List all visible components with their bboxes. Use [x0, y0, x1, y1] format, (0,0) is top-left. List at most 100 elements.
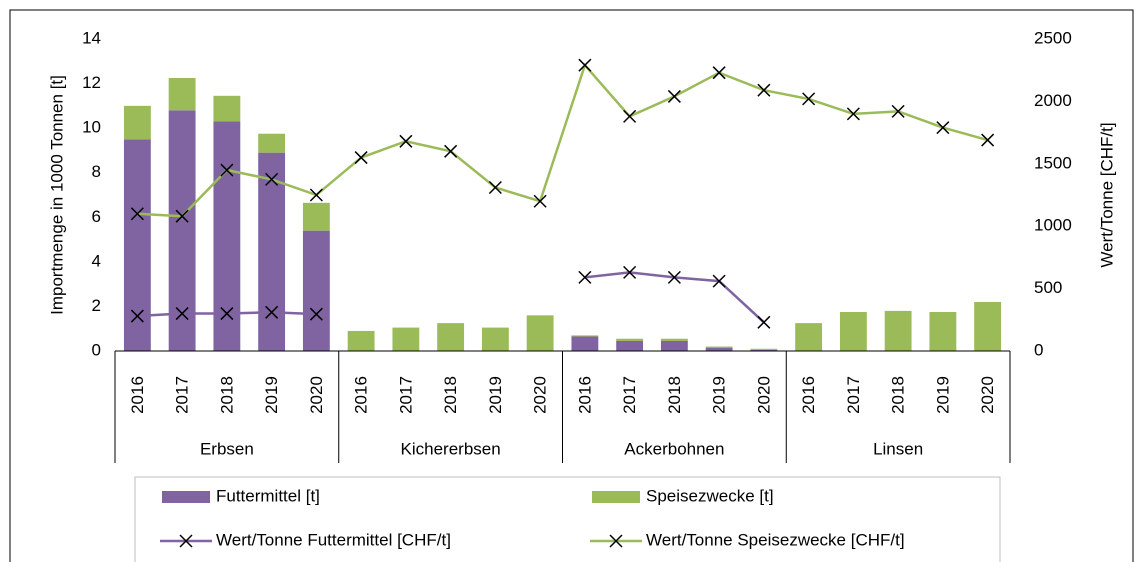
marker [265, 172, 279, 186]
bar [795, 323, 823, 351]
y-tick-label: 10 [82, 118, 101, 137]
bar [392, 327, 420, 351]
bar [213, 95, 241, 122]
marker [220, 307, 234, 321]
legend-label: Speisezwecke [t] [646, 486, 774, 505]
marker [667, 270, 681, 284]
marker [712, 66, 726, 80]
legend-swatch [162, 491, 210, 503]
legend-label: Futtermittel [t] [216, 486, 320, 505]
x-tick-label: 2019 [262, 376, 281, 414]
x-tick-label: 2018 [217, 376, 236, 414]
marker [712, 274, 726, 288]
marker [488, 180, 502, 195]
bar [347, 330, 375, 351]
bar [929, 312, 957, 351]
bar [974, 301, 1002, 351]
bar [616, 340, 644, 351]
y-tick-label: 6 [92, 207, 101, 226]
y2-tick-label: 2500 [1034, 28, 1072, 47]
bar [123, 139, 151, 351]
bar [437, 323, 465, 351]
marker [130, 309, 144, 323]
bar [750, 348, 778, 350]
bar [660, 338, 688, 341]
group-label: Linsen [873, 439, 923, 458]
bar [168, 110, 196, 351]
marker [533, 194, 547, 208]
y2-tick-label: 2000 [1034, 91, 1072, 110]
y-tick-label: 2 [92, 296, 101, 315]
x-tick-label: 2018 [441, 376, 460, 414]
marker [623, 265, 637, 279]
bar [302, 202, 330, 231]
marker [623, 109, 637, 123]
x-tick-label: 2016 [799, 376, 818, 414]
marker [667, 89, 681, 103]
x-tick-label: 2016 [352, 376, 371, 414]
bar [481, 327, 509, 351]
line [137, 62, 988, 218]
marker [309, 188, 323, 202]
bar [705, 346, 733, 348]
x-tick-label: 2017 [844, 376, 863, 414]
bar [571, 335, 599, 337]
x-tick-label: 2017 [620, 376, 639, 414]
chart-frame [9, 9, 1134, 562]
marker [130, 207, 144, 221]
x-tick-label: 2017 [173, 376, 192, 414]
y-tick-label: 14 [82, 28, 101, 47]
y2-tick-label: 500 [1034, 278, 1062, 297]
bar [168, 78, 196, 111]
marker [981, 133, 995, 147]
y-axis-label: Importmenge in 1000 Tonnen [t] [47, 75, 66, 315]
bar [839, 312, 867, 351]
bar [213, 121, 241, 351]
legend-label: Wert/Tonne Speisezwecke [CHF/t] [646, 530, 905, 549]
marker [578, 58, 592, 72]
bar [616, 338, 644, 341]
x-tick-label: 2017 [396, 376, 415, 414]
x-tick-label: 2020 [978, 376, 997, 414]
marker [175, 307, 189, 321]
marker [846, 107, 860, 121]
x-tick-label: 2020 [754, 376, 773, 414]
marker [309, 307, 323, 321]
legend-marker [609, 534, 623, 548]
bar [258, 152, 286, 351]
y2-tick-label: 0 [1034, 340, 1043, 359]
y2-tick-label: 1500 [1034, 153, 1072, 172]
y2-tick-label: 1000 [1034, 216, 1072, 235]
x-tick-label: 2019 [486, 376, 505, 414]
bar [660, 340, 688, 351]
group-label: Kichererbsen [401, 439, 501, 458]
x-tick-label: 2016 [128, 376, 147, 414]
bar [123, 105, 151, 140]
marker [891, 104, 905, 118]
x-tick-label: 2020 [307, 376, 326, 414]
marker [399, 134, 413, 148]
legend-marker [179, 534, 193, 548]
y-tick-label: 0 [92, 340, 101, 359]
y-tick-label: 8 [92, 162, 101, 181]
marker [757, 83, 771, 97]
x-tick-label: 2019 [933, 376, 952, 414]
bar [258, 133, 286, 153]
legend-swatch [592, 491, 640, 503]
legend-box [134, 476, 1001, 562]
marker [444, 144, 458, 158]
marker [802, 92, 816, 106]
marker [175, 209, 189, 223]
bar [750, 349, 778, 351]
y-tick-label: 4 [92, 251, 101, 270]
x-tick-label: 2016 [575, 376, 594, 414]
bar [571, 336, 599, 351]
marker [578, 270, 592, 284]
x-tick-label: 2018 [889, 376, 908, 414]
bar [526, 315, 554, 351]
bar [302, 230, 330, 351]
marker [936, 121, 950, 135]
marker [757, 315, 771, 329]
marker [354, 151, 368, 165]
